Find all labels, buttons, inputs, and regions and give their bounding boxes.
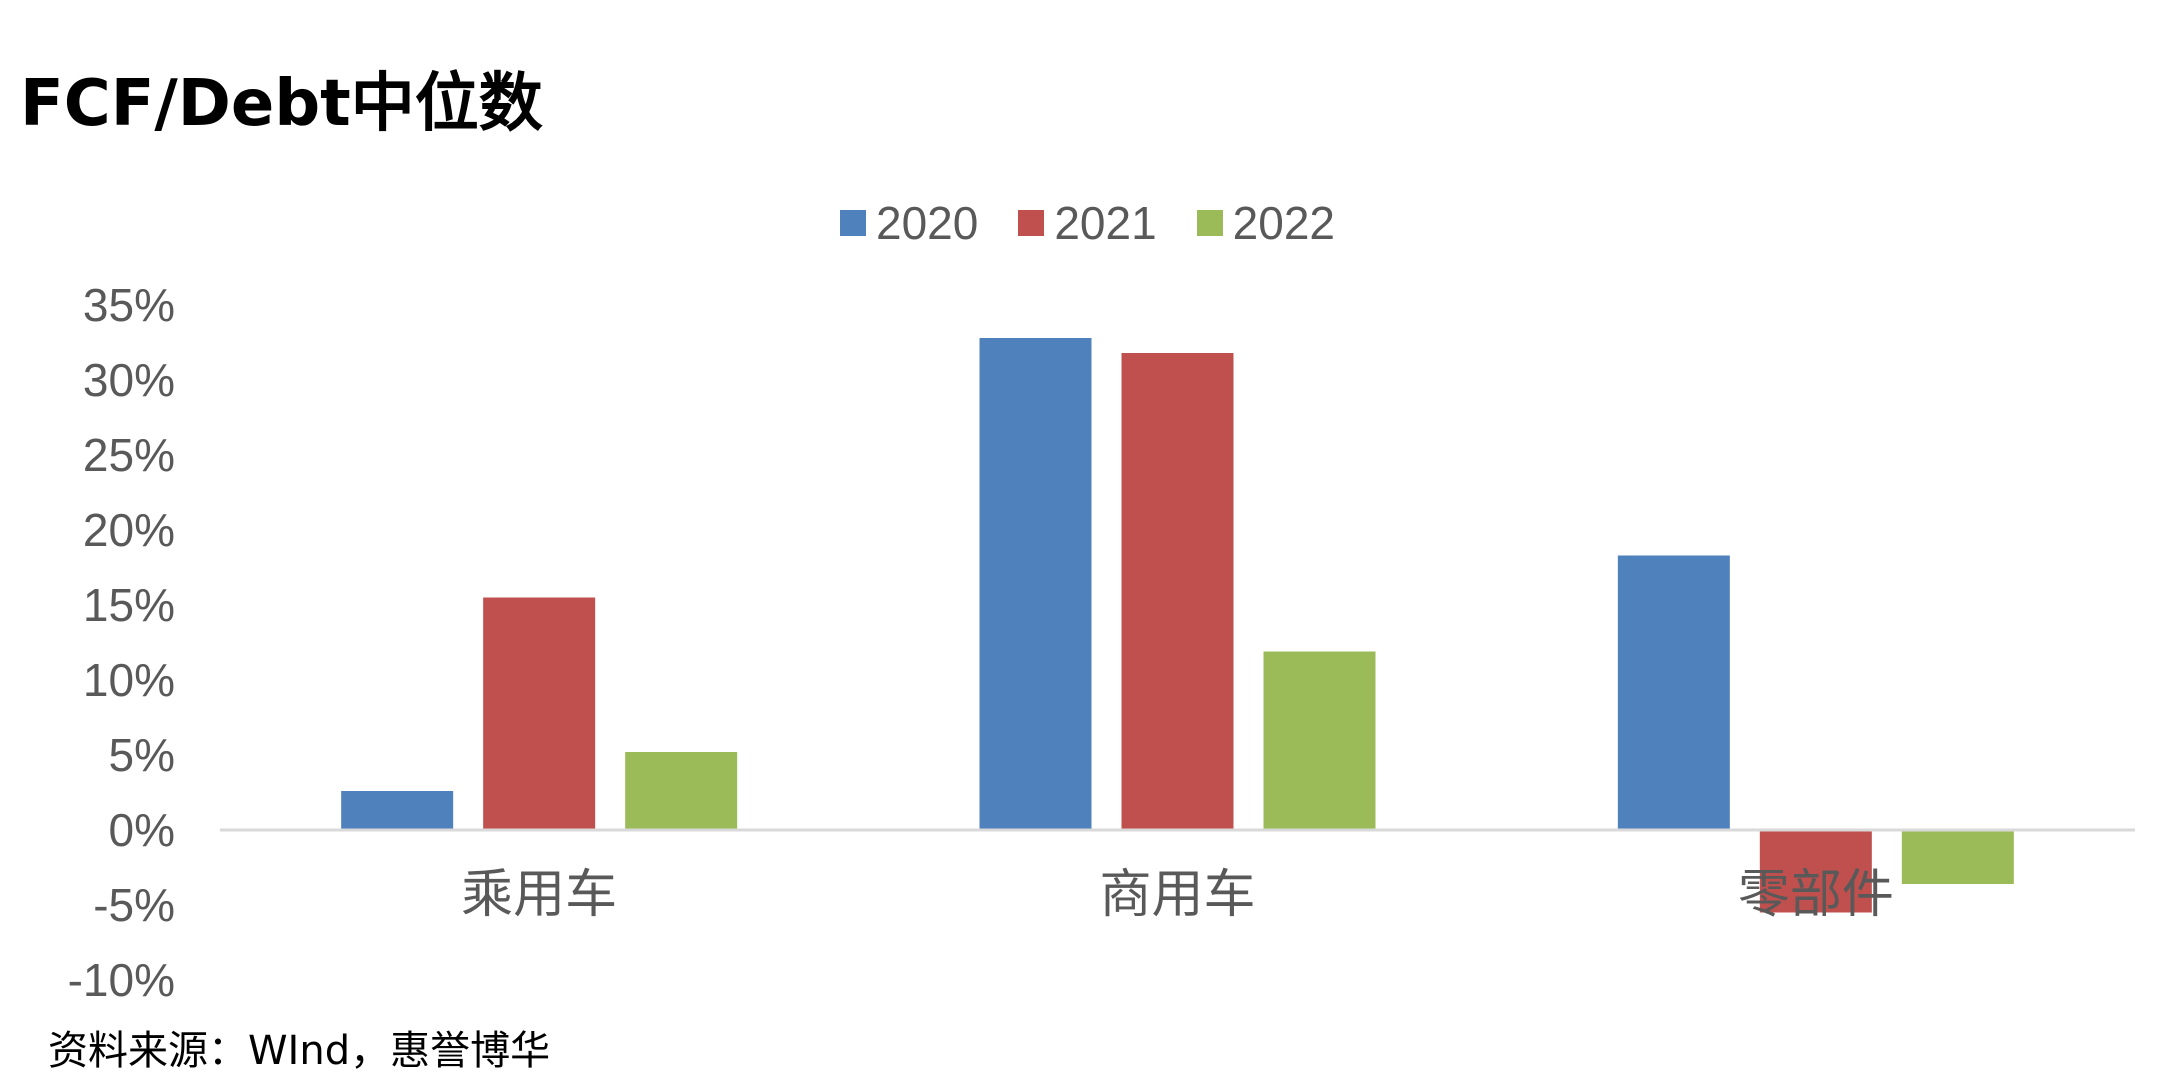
source-note: 资料来源：WInd，惠誉博华 xyxy=(48,1028,551,1074)
legend-item-2020: 2020 xyxy=(839,196,979,250)
bar-2021-零部件 xyxy=(1759,830,1872,913)
legend-label: 2021 xyxy=(1054,197,1157,249)
x-category-label: 商用车 xyxy=(1099,865,1255,925)
x-category-label: 乘用车 xyxy=(461,865,617,925)
chart-title: FCF/Debt中位数 xyxy=(20,67,543,141)
legend-item-2021: 2021 xyxy=(1018,196,1157,250)
legend-swatch xyxy=(839,210,866,236)
y-tick-label: -5% xyxy=(93,879,175,931)
legend-label: 2020 xyxy=(875,197,979,249)
y-tick-label: 5% xyxy=(109,729,175,781)
bar-2020-商用车 xyxy=(979,338,1092,830)
y-tick-label: -10% xyxy=(68,954,175,1006)
y-tick-label: 20% xyxy=(83,504,175,556)
y-tick-label: 10% xyxy=(83,654,175,706)
legend-swatch xyxy=(1196,210,1223,236)
bar-2020-乘用车 xyxy=(341,791,454,830)
bar-2022-乘用车 xyxy=(625,752,738,830)
bar-2021-商用车 xyxy=(1121,353,1234,830)
bar-2022-零部件 xyxy=(1901,830,2014,884)
y-tick-label: 0% xyxy=(109,804,175,856)
bar-2022-商用车 xyxy=(1263,651,1376,830)
y-tick-label: 25% xyxy=(83,429,175,481)
y-tick-label: 35% xyxy=(83,279,175,331)
bar-2020-零部件 xyxy=(1617,555,1730,830)
y-tick-label: 30% xyxy=(83,354,175,406)
legend: 2020 2021 2022 xyxy=(0,196,2175,250)
bar-2021-乘用车 xyxy=(483,597,596,830)
legend-swatch xyxy=(1018,210,1045,236)
y-tick-label: 15% xyxy=(83,579,175,631)
legend-label: 2022 xyxy=(1232,197,1336,249)
x-category-label: 零部件 xyxy=(1738,865,1894,925)
legend-item-2022: 2022 xyxy=(1196,196,1336,250)
